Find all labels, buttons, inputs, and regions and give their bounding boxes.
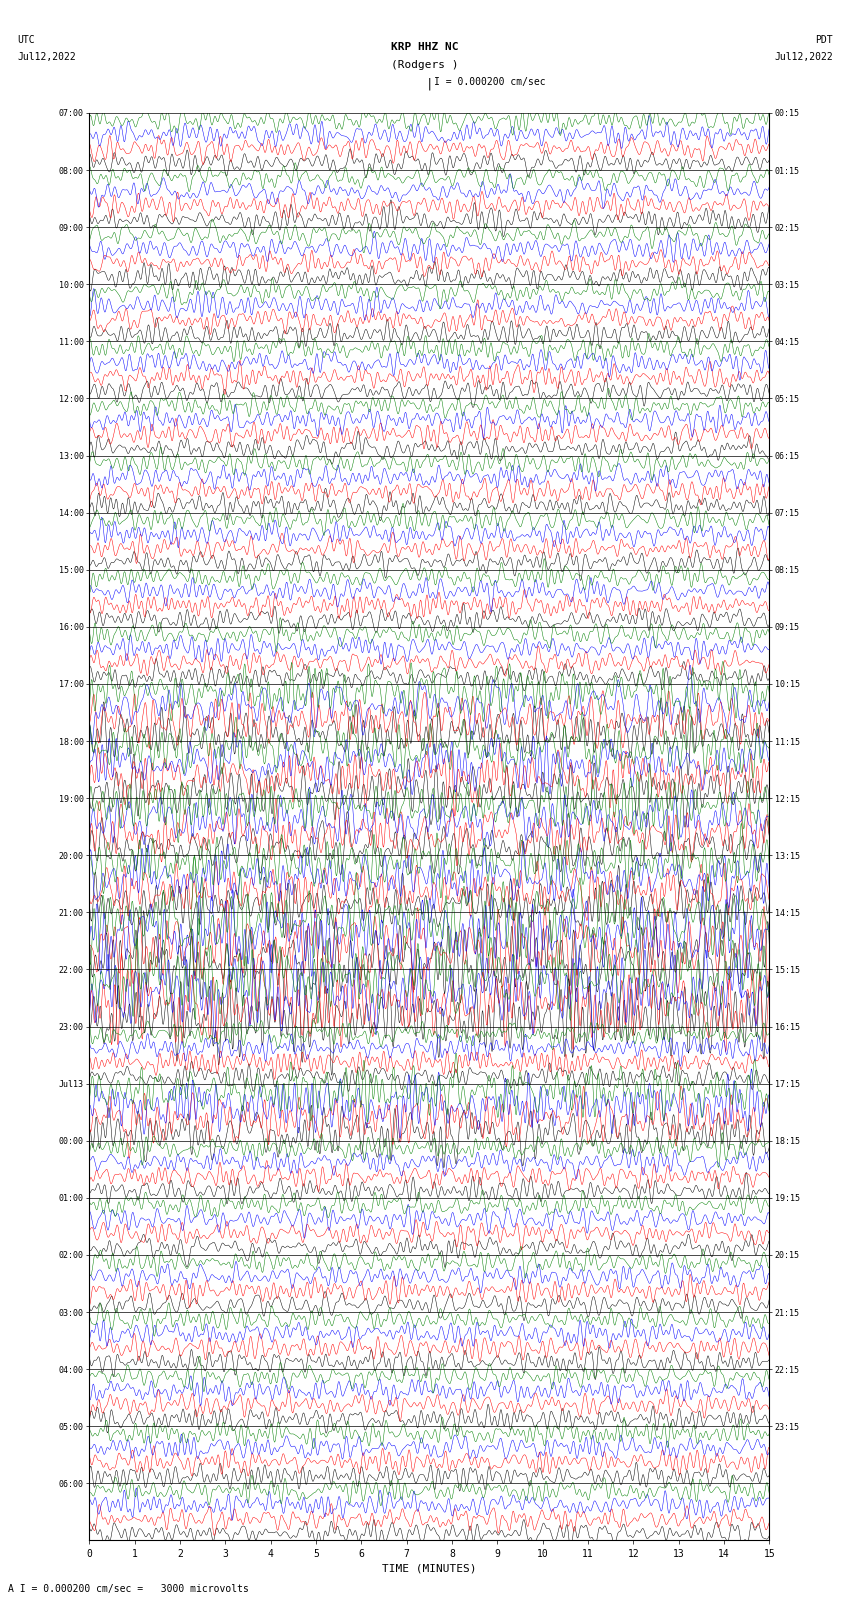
Text: KRP HHZ NC: KRP HHZ NC xyxy=(391,42,459,52)
Text: (Rodgers ): (Rodgers ) xyxy=(391,60,459,69)
Text: PDT: PDT xyxy=(815,35,833,45)
Text: Jul12,2022: Jul12,2022 xyxy=(17,52,76,61)
Text: UTC: UTC xyxy=(17,35,35,45)
Text: Jul12,2022: Jul12,2022 xyxy=(774,52,833,61)
X-axis label: TIME (MINUTES): TIME (MINUTES) xyxy=(382,1563,477,1574)
Text: A I = 0.000200 cm/sec =   3000 microvolts: A I = 0.000200 cm/sec = 3000 microvolts xyxy=(8,1584,249,1594)
Text: I = 0.000200 cm/sec: I = 0.000200 cm/sec xyxy=(434,77,545,87)
Text: |: | xyxy=(426,77,433,90)
